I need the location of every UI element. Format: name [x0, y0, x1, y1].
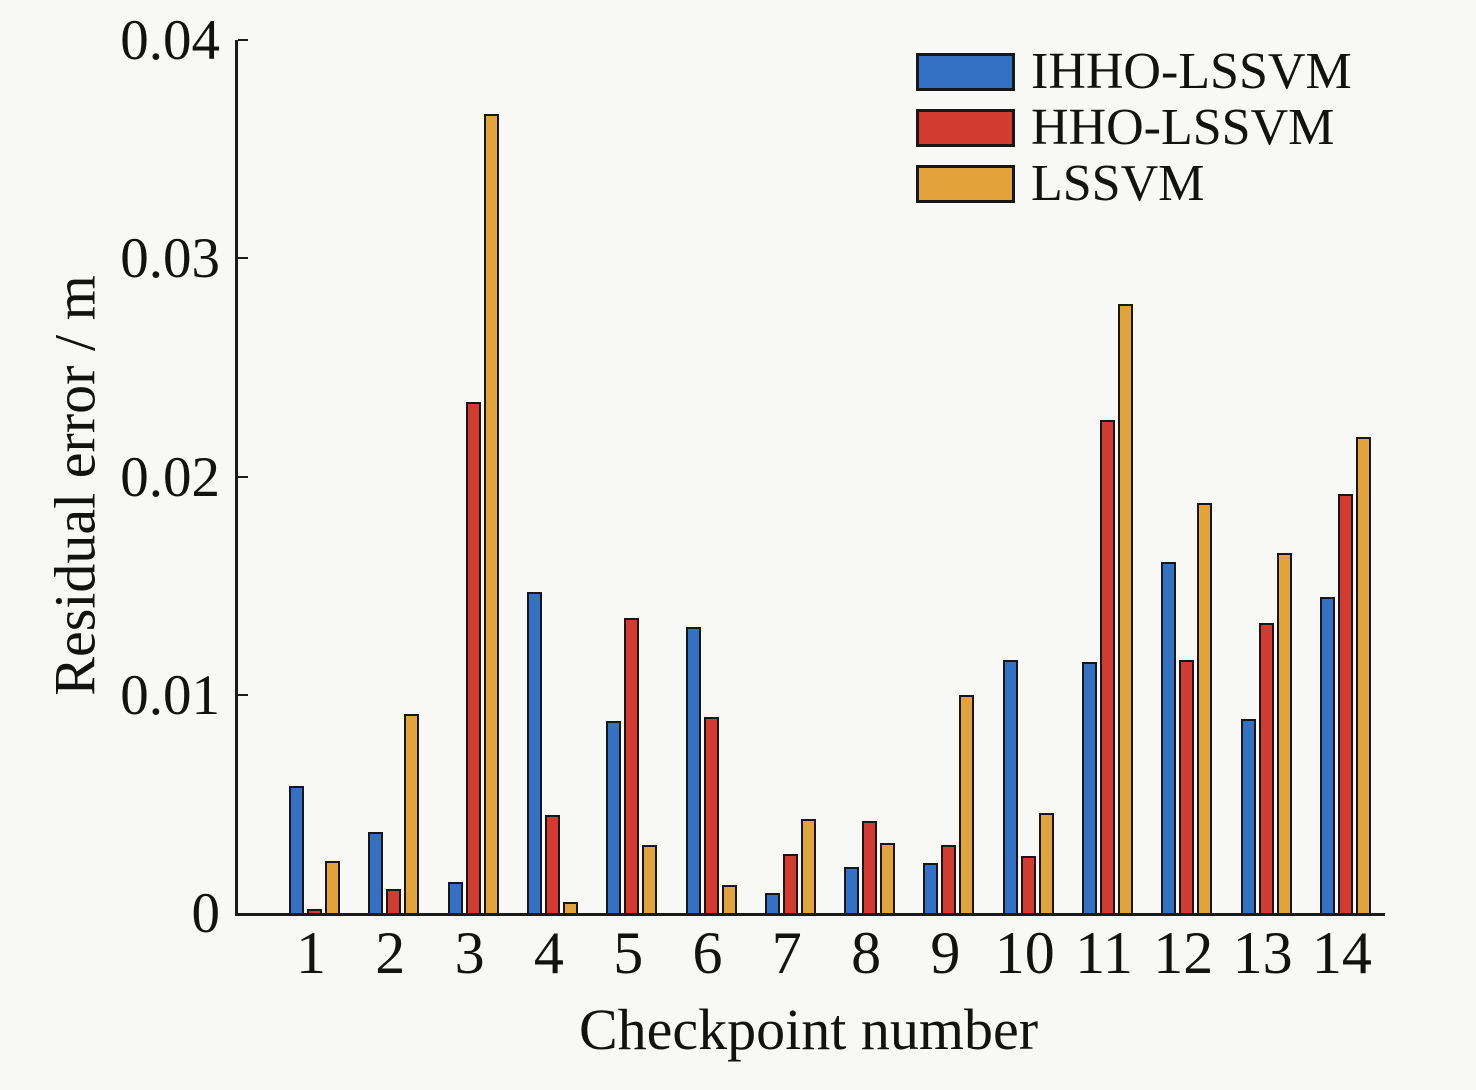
bar-lssvm-cp6	[721, 885, 737, 913]
bar-hho-lssvm-cp13	[1258, 623, 1274, 913]
bar-ihho-lssvm-cp11	[1082, 662, 1097, 913]
bar-lssvm-cp4	[562, 902, 578, 913]
x-tick-label-10: 10	[994, 920, 1055, 986]
bar-ihho-lssvm-cp5	[606, 721, 622, 913]
bar-ihho-lssvm-cp7	[764, 893, 780, 913]
bar-ihho-lssvm-cp12	[1161, 562, 1177, 913]
bar-hho-lssvm-cp12	[1179, 660, 1195, 913]
bar-hho-lssvm-cp9	[941, 845, 957, 913]
legend-label: HHO-LSSVM	[1031, 99, 1335, 156]
legend-item: IHHO-LSSVM	[916, 44, 1352, 100]
bar-lssvm-cp3	[483, 114, 499, 913]
legend-label: IHHO-LSSVM	[1031, 43, 1352, 100]
bar-hho-lssvm-cp1	[307, 909, 322, 913]
bar-lssvm-cp14	[1355, 437, 1371, 913]
x-tick-label-6: 6	[692, 920, 723, 986]
bar-ihho-lssvm-cp8	[844, 867, 860, 913]
x-tick-label-2: 2	[375, 920, 406, 986]
bar-ihho-lssvm-cp14	[1319, 597, 1335, 913]
x-tick-label-5: 5	[613, 920, 644, 986]
bar-lssvm-cp12	[1197, 503, 1213, 913]
bar-hho-lssvm-cp7	[782, 854, 798, 913]
bar-ihho-lssvm-cp1	[289, 786, 304, 913]
bar-hho-lssvm-cp5	[624, 618, 640, 913]
y-tick-label-0.01: 0.01	[120, 664, 220, 727]
bar-ihho-lssvm-cp4	[526, 592, 542, 913]
x-tick-label-1: 1	[296, 920, 326, 986]
legend-label: LSSVM	[1031, 155, 1205, 212]
y-tick-label-0: 0	[191, 882, 221, 945]
bar-lssvm-cp2	[404, 714, 420, 913]
y-tick-label-0.04: 0.04	[120, 9, 220, 72]
bar-hho-lssvm-cp11	[1100, 420, 1115, 913]
y-tick-label-0.03: 0.03	[120, 227, 220, 290]
bar-lssvm-cp10	[1038, 813, 1054, 913]
bar-lssvm-cp9	[959, 695, 975, 913]
bar-hho-lssvm-cp6	[703, 717, 719, 913]
legend-swatch-hho-lssvm	[916, 109, 1015, 147]
x-tick-label-7: 7	[771, 920, 802, 986]
bar-hho-lssvm-cp10	[1020, 856, 1036, 913]
y-tick-label-0.02: 0.02	[120, 446, 220, 509]
bar-hho-lssvm-cp8	[862, 821, 878, 913]
x-tick-label-13: 13	[1232, 920, 1293, 986]
bar-ihho-lssvm-cp6	[685, 627, 701, 913]
x-tick-label-14: 14	[1311, 920, 1372, 986]
bar-ihho-lssvm-cp10	[1002, 660, 1018, 913]
y-tick-mark	[238, 257, 248, 259]
x-tick-label-4: 4	[533, 920, 564, 986]
x-tick-label-12: 12	[1153, 920, 1214, 986]
bar-lssvm-cp5	[642, 845, 658, 913]
bar-lssvm-cp1	[325, 861, 340, 913]
bar-lssvm-cp13	[1276, 553, 1292, 913]
bar-ihho-lssvm-cp13	[1240, 719, 1256, 913]
plot-area	[235, 39, 1385, 916]
x-tick-label-8: 8	[851, 920, 882, 986]
bar-lssvm-cp7	[800, 819, 816, 913]
x-tick-label-11: 11	[1075, 920, 1133, 986]
bar-hho-lssvm-cp4	[544, 815, 560, 913]
bar-hho-lssvm-cp2	[386, 889, 402, 913]
bar-ihho-lssvm-cp9	[923, 863, 939, 913]
bar-ihho-lssvm-cp3	[447, 882, 463, 913]
legend-swatch-ihho-lssvm	[916, 53, 1015, 91]
y-tick-mark	[238, 694, 248, 696]
legend: IHHO-LSSVM HHO-LSSVM LSSVM	[916, 44, 1352, 212]
y-tick-mark	[238, 39, 248, 41]
bar-hho-lssvm-cp14	[1337, 494, 1353, 913]
bar-lssvm-cp8	[880, 843, 896, 913]
legend-item: HHO-LSSVM	[916, 100, 1352, 156]
bar-lssvm-cp11	[1118, 304, 1133, 913]
x-tick-label-9: 9	[930, 920, 961, 986]
x-tick-label-3: 3	[454, 920, 485, 986]
x-axis-label: Checkpoint number	[578, 997, 1039, 1062]
legend-swatch-lssvm	[916, 165, 1015, 203]
y-tick-mark	[238, 476, 248, 478]
bar-hho-lssvm-cp3	[465, 402, 481, 913]
bar-ihho-lssvm-cp2	[368, 832, 384, 913]
legend-item: LSSVM	[916, 156, 1352, 212]
